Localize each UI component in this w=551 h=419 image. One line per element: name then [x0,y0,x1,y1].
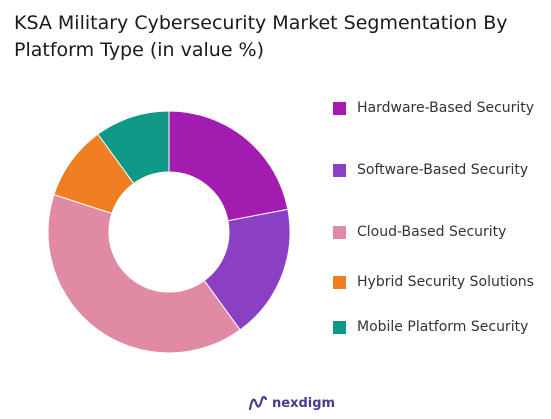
legend-swatch-software [333,163,346,177]
legend-label-hybrid: Hybrid Security Solutions [357,274,534,290]
legend-item-software: Software-Based Security [333,160,528,180]
legend-swatch-cloud [333,225,346,239]
donut-slice-hardware [168,110,289,222]
legend-label-cloud: Cloud-Based Security [357,224,507,240]
donut-slice-cloud [47,193,241,354]
legend-item-cloud: Cloud-Based Security [333,222,506,242]
legend-swatch-mobile [333,320,346,334]
nexdigm-logo-icon [248,396,268,411]
legend-swatch-hardware [333,101,346,115]
legend-label-mobile: Mobile Platform Security [357,319,529,335]
brand-name: nexdigm [272,395,336,411]
chart-title-line-2: Platform Type (in value %) [14,39,265,61]
donut-slice-mobile [97,110,170,185]
legend-item-mobile: Mobile Platform Security [333,317,528,337]
chart-title-line-1: KSA Military Cybersecurity Market Segmen… [14,12,508,34]
brand-logo: nexdigm [248,395,335,411]
chart-title: KSA Military Cybersecurity Market Segmen… [14,10,539,64]
legend-item-hardware: Hardware-Based Security [333,98,534,118]
legend-swatch-hybrid [333,275,346,289]
legend-label-hardware: Hardware-Based Security [357,100,535,116]
legend-label-software: Software-Based Security [357,162,529,178]
legend-item-hybrid: Hybrid Security Solutions [333,272,534,292]
